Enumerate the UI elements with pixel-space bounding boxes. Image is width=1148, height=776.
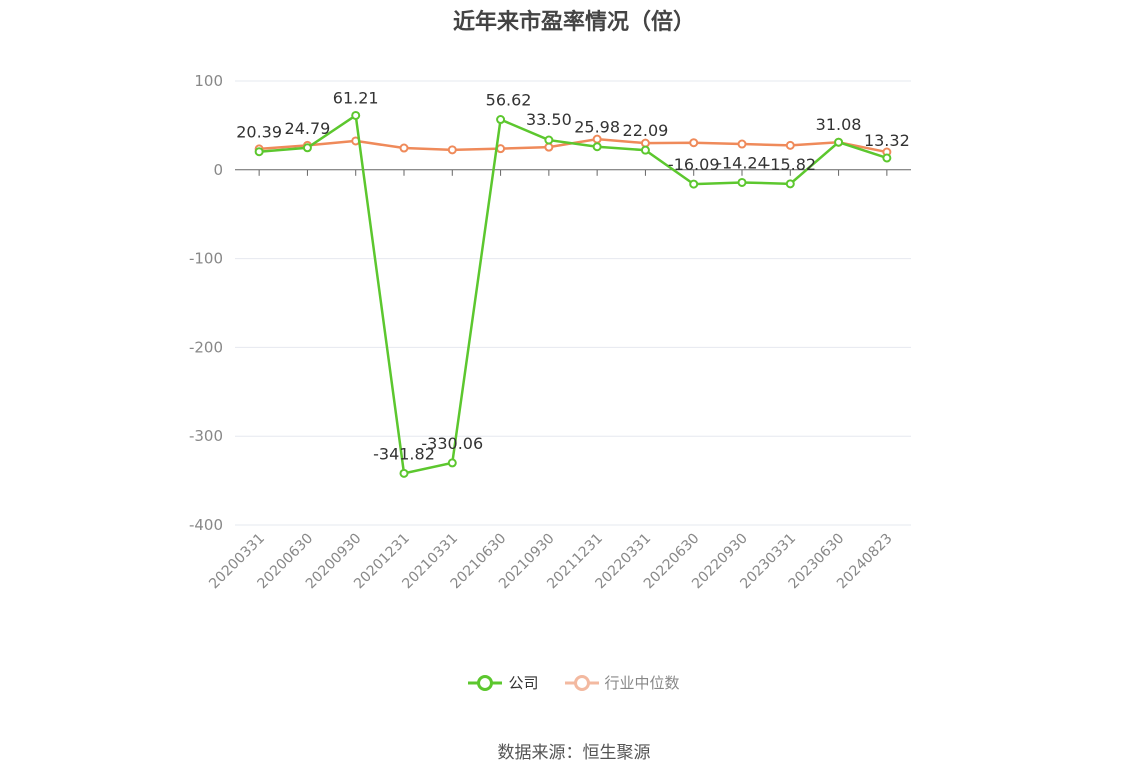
legend: 公司 行业中位数 bbox=[0, 672, 1148, 693]
company-data-label: -330.06 bbox=[421, 434, 483, 453]
industry-data-point bbox=[689, 138, 699, 148]
company-data-point bbox=[640, 145, 650, 155]
legend-company-label: 公司 bbox=[508, 674, 539, 692]
company-data-label: 20.39 bbox=[236, 123, 282, 142]
company-data-point bbox=[592, 142, 602, 152]
industry-data-point bbox=[785, 140, 795, 150]
legend-industry-label: 行业中位数 bbox=[604, 674, 680, 692]
company-series-line bbox=[259, 113, 888, 475]
y-tick-label: 100 bbox=[194, 72, 223, 90]
chart-title: 近年来市盈率情况（倍） bbox=[452, 10, 695, 35]
company-data-label: 56.62 bbox=[486, 91, 532, 110]
y-tick-label: -100 bbox=[189, 250, 223, 268]
data-source-note: 数据来源：恒生聚源 bbox=[497, 743, 651, 763]
company-data-point bbox=[544, 135, 554, 145]
industry-data-point bbox=[544, 142, 554, 152]
company-data-label: -16.09 bbox=[668, 155, 720, 174]
company-data-label: 22.09 bbox=[623, 121, 669, 140]
industry-data-point bbox=[640, 138, 650, 148]
company-data-point bbox=[496, 115, 506, 125]
series-layer bbox=[254, 110, 892, 478]
company-data-label: 33.50 bbox=[526, 110, 572, 129]
company-data-label: -341.82 bbox=[373, 444, 435, 463]
company-data-point bbox=[882, 153, 892, 163]
legend-company-icon bbox=[468, 674, 503, 691]
company-data-point bbox=[351, 110, 361, 120]
grid-layer bbox=[235, 80, 911, 526]
y-tick-label: -200 bbox=[189, 338, 223, 356]
legend-item-industry[interactable]: 行业中位数 bbox=[564, 672, 680, 693]
pe-ratio-line-chart: 1000-100-200-300-40020200331202006302020… bbox=[189, 72, 911, 592]
company-data-point bbox=[399, 468, 409, 478]
y-tick-label: 0 bbox=[213, 161, 223, 179]
company-data-point bbox=[447, 458, 457, 468]
company-data-label: -15.82 bbox=[764, 155, 816, 174]
y-tick-label: -300 bbox=[189, 427, 223, 445]
industry-data-point bbox=[447, 145, 457, 155]
industry-data-point bbox=[737, 139, 747, 149]
company-data-label: -14.24 bbox=[716, 153, 768, 172]
y-tick-label: -400 bbox=[189, 516, 223, 534]
company-data-label: 24.79 bbox=[285, 119, 331, 138]
legend-industry-icon bbox=[564, 674, 599, 691]
industry-data-point bbox=[496, 144, 506, 154]
company-data-point bbox=[302, 143, 312, 153]
company-data-label: 31.08 bbox=[816, 115, 862, 134]
legend-item-company[interactable]: 公司 bbox=[468, 672, 539, 693]
company-data-label: 61.21 bbox=[333, 88, 379, 107]
company-data-point bbox=[689, 179, 699, 189]
company-data-point bbox=[254, 147, 264, 157]
company-data-point bbox=[785, 179, 795, 189]
industry-data-point bbox=[399, 143, 409, 153]
company-data-point bbox=[834, 137, 844, 147]
company-data-point bbox=[737, 177, 747, 187]
company-data-label: 25.98 bbox=[574, 118, 620, 137]
company-data-label: 13.32 bbox=[864, 131, 910, 150]
